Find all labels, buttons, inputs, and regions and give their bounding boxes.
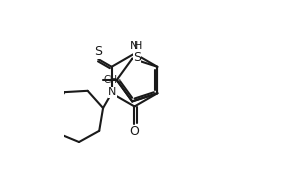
Text: N: N <box>129 41 138 51</box>
Text: O: O <box>130 125 139 138</box>
Text: S: S <box>94 45 102 58</box>
Text: S: S <box>133 51 141 64</box>
Text: N: N <box>108 87 117 97</box>
Text: H: H <box>134 41 142 51</box>
Text: CH₃: CH₃ <box>104 75 122 85</box>
